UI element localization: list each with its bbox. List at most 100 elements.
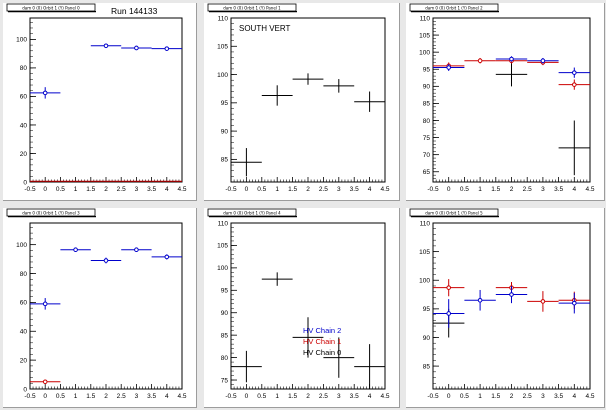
x-tick-label: 3.5	[554, 186, 563, 193]
y-tick-label: 80	[423, 118, 431, 125]
x-tick-label: -0.5	[24, 393, 36, 400]
y-tick-label: 105	[419, 249, 430, 256]
annotation-label: SOUTH VERT	[239, 24, 291, 33]
data-point-marker	[103, 258, 109, 263]
y-tick-label: 100	[217, 265, 228, 272]
legend-entry: HV Chain 2	[303, 326, 341, 335]
chart-title-tag: dam 0 (0) Orbit 1 (Y) Panel 0	[22, 6, 80, 11]
x-tick-label: 4.5	[177, 186, 186, 193]
chart-pad-3[interactable]: dam 0 (0) Orbit 1 (Y) Panel 3 -0.5 0 0.5 1 1.…	[3, 208, 197, 408]
plot-frame	[29, 222, 183, 390]
y-tick-label: 85	[221, 157, 229, 164]
x-tick-label: 1	[74, 393, 78, 400]
x-tick-label: 3	[135, 393, 139, 400]
x-tick-label: 0.5	[257, 393, 266, 400]
x-tick-label: 4	[368, 393, 372, 400]
x-tick-label: 0	[245, 186, 249, 193]
y-tick-label: 0	[23, 386, 27, 393]
plot-frame	[432, 222, 591, 390]
x-tick-label: 1	[478, 393, 482, 400]
x-tick-label: -0.5	[225, 186, 237, 193]
x-tick-label: 3.5	[350, 186, 359, 193]
x-tick-label: 3.5	[147, 393, 156, 400]
x-tick-label: 1.5	[491, 186, 500, 193]
y-tick-label: 0	[23, 179, 27, 186]
y-tick-label: 80	[20, 271, 28, 278]
x-tick-label: 0.5	[460, 393, 469, 400]
x-tick-label: 2.5	[523, 393, 532, 400]
x-tick-label: 2.5	[117, 393, 126, 400]
x-tick-label: 1.5	[288, 393, 297, 400]
data-point-marker	[572, 300, 577, 306]
data-point-marker	[134, 247, 139, 253]
x-tick-label: 2	[104, 393, 108, 400]
chart-title-tag: dam 0 (0) Orbit 1 (Y) Panel 4	[223, 211, 281, 216]
chart-svg: dam 0 (0) Orbit 1 (Y) Panel 0 Run 144133 -…	[6, 3, 187, 193]
y-tick-label: 100	[217, 72, 228, 79]
x-tick-label: 1.5	[288, 186, 297, 193]
x-tick-label: -0.5	[24, 186, 36, 193]
y-tick-label: 100	[16, 37, 27, 44]
y-tick-label: 95	[221, 100, 229, 107]
chart-pad-0[interactable]: dam 0 (0) Orbit 1 (Y) Panel 0 Run 144133 -…	[3, 3, 197, 201]
chart-svg: dam 0 (0) Orbit 1 (Y) Panel 5 -0.5 0 0.5 1 1.…	[409, 208, 595, 400]
x-tick-label: 3.5	[147, 186, 156, 193]
y-tick-label: 85	[423, 363, 431, 370]
y-tick-label: 65	[423, 169, 431, 176]
chart-svg: dam 0 (0) Orbit 1 (Y) Panel 1 -0.5 0 0.5 1 1.…	[207, 3, 390, 193]
y-tick-label: 95	[221, 288, 229, 295]
y-tick-label: 110	[218, 220, 229, 227]
chart-pad-4[interactable]: dam 0 (0) Orbit 1 (Y) Panel 4 -0.5 0 0.5 1 1.…	[204, 208, 400, 408]
y-tick-label: 110	[420, 220, 431, 227]
plot-frame	[230, 222, 386, 390]
x-tick-label: 3.5	[350, 393, 359, 400]
y-tick-label: 100	[419, 49, 430, 56]
data-point-marker	[477, 58, 483, 64]
x-tick-label: 4	[572, 186, 576, 193]
y-tick-label: 70	[423, 152, 431, 159]
x-tick-label: -0.5	[427, 393, 439, 400]
chart-title-tag: dam 0 (0) Orbit 1 (Y) Panel 5	[425, 211, 483, 216]
x-tick-label: 4.5	[177, 393, 186, 400]
x-tick-label: 3	[337, 186, 341, 193]
y-tick-label: 110	[420, 15, 431, 22]
y-tick-label: 90	[221, 128, 229, 135]
x-tick-label: 0.5	[257, 186, 266, 193]
chart-svg: dam 0 (0) Orbit 1 (Y) Panel 2 -0.5 0 0.5 1 1.…	[409, 3, 595, 193]
y-tick-label: 40	[20, 329, 28, 336]
chart-pad-2[interactable]: dam 0 (0) Orbit 1 (Y) Panel 2 -0.5 0 0.5 1 1.…	[406, 3, 605, 201]
data-point-marker	[477, 297, 483, 303]
x-tick-label: 2.5	[319, 393, 328, 400]
x-tick-label: 0.5	[56, 186, 65, 193]
y-tick-label: 105	[419, 32, 430, 39]
x-tick-label: 0	[43, 393, 47, 400]
x-tick-label: 4.5	[585, 393, 594, 400]
data-point-marker	[509, 56, 514, 62]
chart-pad-1[interactable]: dam 0 (0) Orbit 1 (Y) Panel 1 -0.5 0 0.5 1 1.…	[204, 3, 400, 201]
y-tick-label: 100	[16, 242, 27, 249]
x-tick-label: 2	[306, 393, 310, 400]
x-tick-label: 0	[447, 393, 451, 400]
data-point-marker	[540, 58, 546, 64]
x-tick-label: 0	[447, 186, 451, 193]
plot-frame	[432, 17, 591, 183]
x-tick-label: 4	[165, 393, 169, 400]
legend-entry: HV Chain 0	[303, 348, 341, 357]
y-tick-label: 90	[221, 310, 229, 317]
x-tick-label: 3	[541, 186, 545, 193]
data-point-marker	[572, 82, 577, 87]
x-tick-label: 4.5	[380, 186, 389, 193]
x-tick-label: 2	[510, 186, 514, 193]
data-point-marker	[73, 247, 78, 253]
x-tick-label: 3	[135, 186, 139, 193]
x-tick-label: 4	[368, 186, 372, 193]
chart-svg: dam 0 (0) Orbit 1 (Y) Panel 3-0.5 0 0.5 1 1.…	[6, 208, 187, 400]
x-tick-label: 2	[306, 186, 310, 193]
x-tick-label: 0.5	[460, 186, 469, 193]
chart-svg: dam 0 (0) Orbit 1 (Y) Panel 4 -0.5 0 0.5 1 1.…	[207, 208, 390, 400]
chart-pad-5[interactable]: dam 0 (0) Orbit 1 (Y) Panel 5 -0.5 0 0.5 1 1.…	[406, 208, 605, 408]
x-tick-label: 4	[165, 186, 169, 193]
x-tick-label: 3	[541, 393, 545, 400]
y-tick-label: 75	[423, 135, 431, 142]
data-point-marker	[509, 292, 514, 297]
